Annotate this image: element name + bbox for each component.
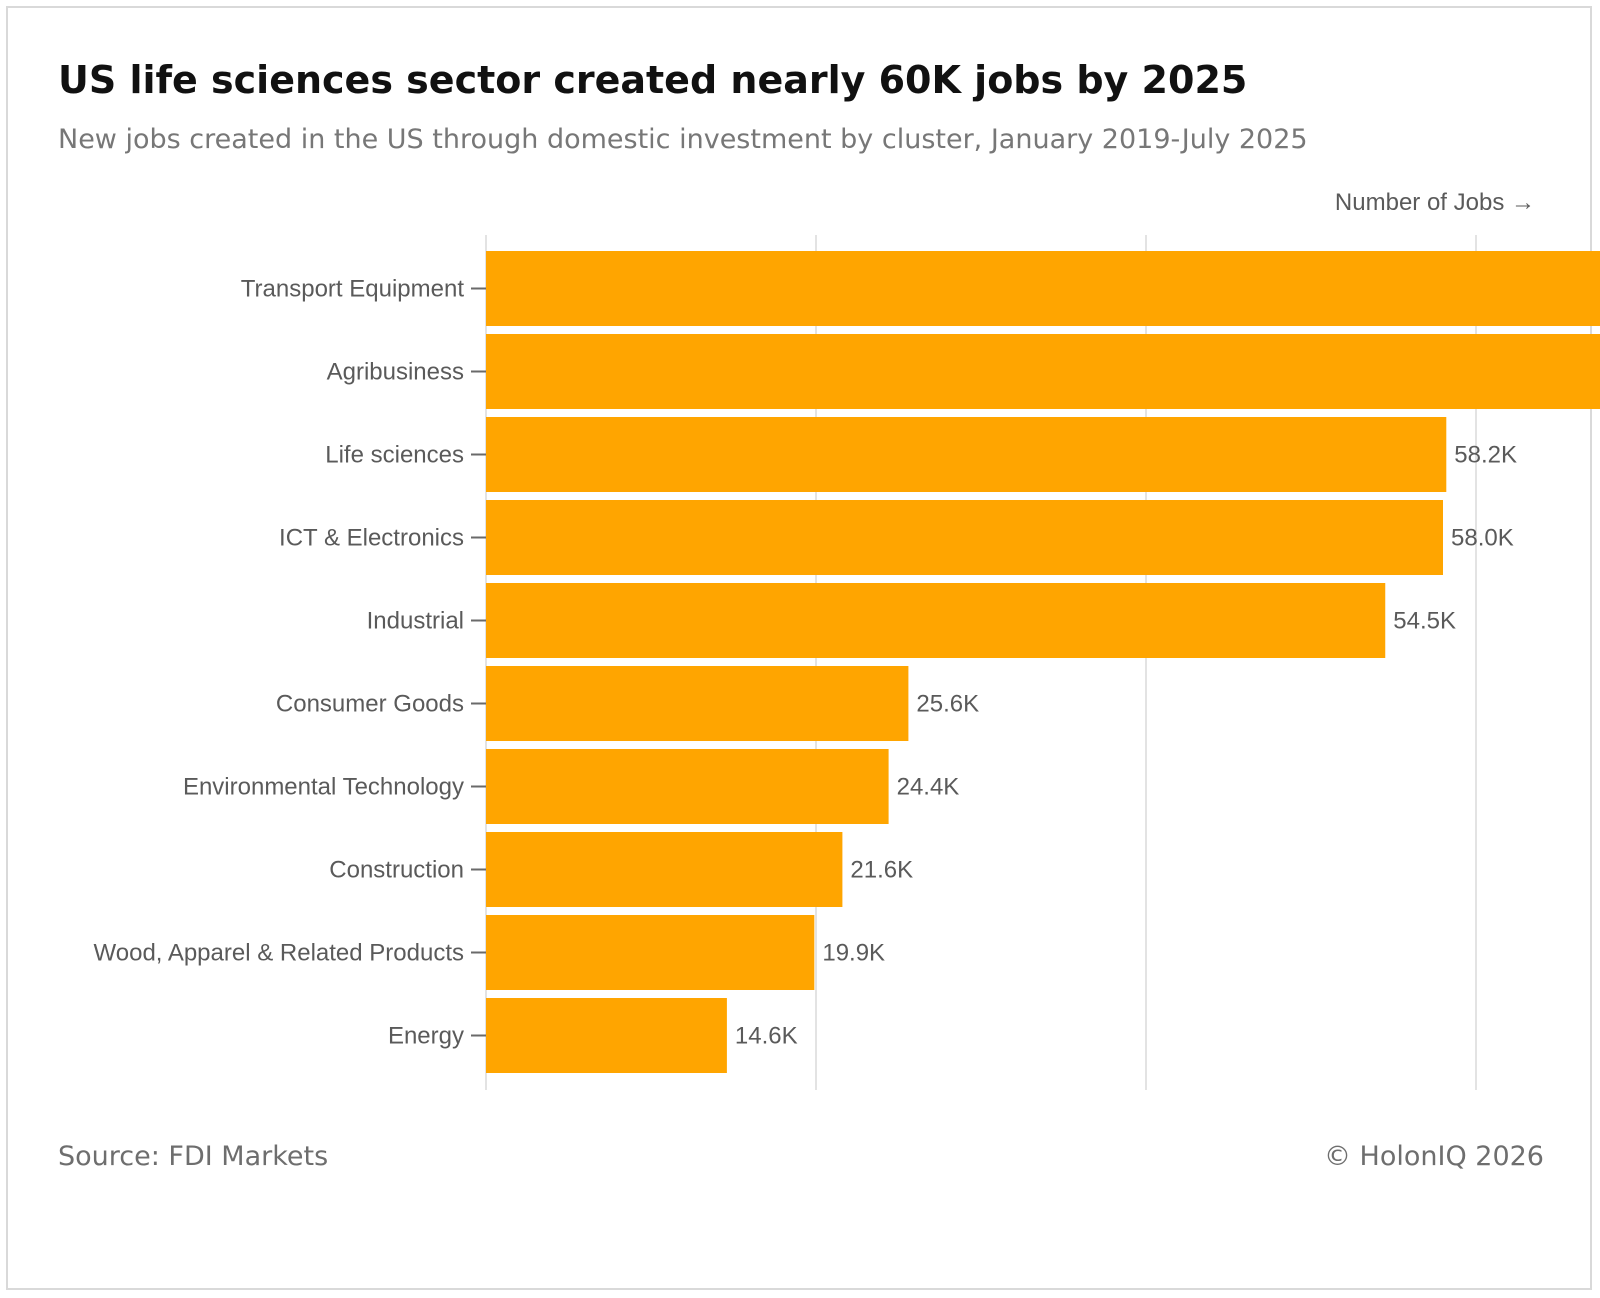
data-label: 24.4K: [897, 774, 960, 801]
bar-wood-apparel-related-products: [486, 915, 815, 990]
y-tick-label: ICT & Electronics: [279, 525, 464, 552]
data-label: 54.5K: [1393, 608, 1456, 635]
data-label: 19.9K: [822, 940, 885, 967]
copyright-note: © HolonIQ 2026: [1323, 1141, 1544, 1172]
labels: Transport Equipment114.6KAgribusiness70.…: [94, 276, 1517, 1050]
y-tick-label: Environmental Technology: [183, 774, 464, 801]
data-label: 58.2K: [1454, 442, 1517, 469]
bar-construction: [486, 832, 843, 907]
y-tick-label: Construction: [329, 857, 464, 884]
y-tick-label: Life sciences: [325, 442, 464, 469]
x-axis-title: Number of Jobs →: [1335, 189, 1535, 216]
y-tick-label: Energy: [388, 1023, 464, 1050]
y-tick-label: Agribusiness: [327, 359, 464, 386]
data-label: 58.0K: [1451, 525, 1514, 552]
chart-title: US life sciences sector created nearly 6…: [58, 58, 1248, 102]
y-tick-label: Consumer Goods: [276, 691, 464, 718]
bar-industrial: [486, 583, 1386, 658]
y-tick-label: Transport Equipment: [241, 276, 465, 303]
bar-agribusiness: [486, 334, 1600, 409]
data-label: 25.6K: [916, 691, 979, 718]
bar-ict-electronics: [486, 500, 1443, 575]
bar-environmental-technology: [486, 749, 889, 824]
chart-subtitle: New jobs created in the US through domes…: [58, 124, 1308, 155]
y-tick-label: Wood, Apparel & Related Products: [94, 940, 464, 967]
bar-energy: [486, 998, 727, 1073]
data-label: 21.6K: [850, 857, 913, 884]
source-note: Source: FDI Markets: [58, 1141, 329, 1172]
bar-consumer-goods: [486, 666, 909, 741]
data-label: 14.6K: [735, 1023, 798, 1050]
bars: [486, 251, 1600, 1073]
y-tick-label: Industrial: [367, 608, 464, 635]
bar-transport-equipment: [486, 251, 1600, 326]
bar-life-sciences: [486, 417, 1447, 492]
